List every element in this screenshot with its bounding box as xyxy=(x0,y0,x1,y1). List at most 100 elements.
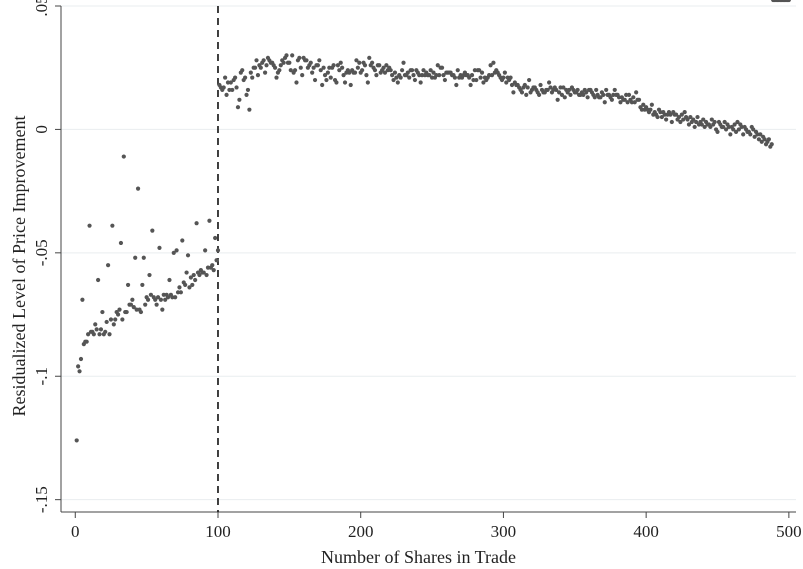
grid-layer xyxy=(61,5,796,501)
data-point xyxy=(468,82,473,88)
data-point xyxy=(201,270,206,275)
data-point xyxy=(298,65,303,70)
data-point xyxy=(86,332,91,337)
data-point xyxy=(325,70,330,75)
data-point xyxy=(193,277,198,283)
data-point xyxy=(625,100,630,105)
data-point xyxy=(96,277,101,283)
data-point xyxy=(167,277,172,283)
data-point xyxy=(188,275,193,280)
data-point xyxy=(104,319,109,325)
data-point xyxy=(135,186,141,191)
data-point xyxy=(340,65,345,70)
data-point xyxy=(98,327,104,332)
data-point xyxy=(679,112,684,117)
data-point xyxy=(693,119,699,125)
data-point xyxy=(252,65,258,70)
data-point xyxy=(370,60,375,65)
data-point xyxy=(310,70,315,75)
data-point xyxy=(94,327,99,332)
data-point xyxy=(233,75,238,80)
data-point xyxy=(163,297,168,302)
data-point xyxy=(290,53,295,58)
data-point xyxy=(668,112,673,117)
data-point xyxy=(431,70,436,75)
data-point xyxy=(741,132,746,137)
data-point xyxy=(504,80,509,85)
data-point xyxy=(255,73,261,78)
y-axis-title: Residualized Level of Price Improvement xyxy=(9,116,29,417)
data-point xyxy=(207,218,212,223)
data-point xyxy=(575,87,580,93)
x-axis-title: Number of Shares in Trade xyxy=(321,547,516,567)
data-point xyxy=(194,221,199,226)
data-point xyxy=(412,77,418,83)
data-point xyxy=(324,77,329,83)
data-point xyxy=(685,117,690,122)
data-point xyxy=(215,248,221,253)
data-point xyxy=(204,272,209,278)
data-point xyxy=(244,92,249,97)
x-tick-label: 0 xyxy=(71,522,80,541)
data-point xyxy=(311,65,316,70)
data-point xyxy=(254,58,259,63)
data-point xyxy=(411,73,416,78)
data-point xyxy=(78,356,84,362)
data-point xyxy=(538,82,543,88)
data-point xyxy=(111,322,116,327)
data-point xyxy=(688,114,693,120)
data-point xyxy=(250,75,255,80)
data-point xyxy=(469,73,475,78)
data-point xyxy=(292,68,298,73)
data-point xyxy=(230,87,235,93)
data-point xyxy=(695,114,700,120)
data-point xyxy=(731,127,736,132)
data-point xyxy=(664,117,669,122)
data-point xyxy=(355,65,360,70)
data-point xyxy=(756,137,761,142)
data-point xyxy=(632,100,637,105)
data-point xyxy=(508,75,513,80)
data-point xyxy=(237,97,242,102)
data-point xyxy=(527,77,532,83)
data-point xyxy=(183,282,188,288)
data-point xyxy=(334,80,339,85)
data-point xyxy=(723,127,729,132)
data-point xyxy=(321,65,326,70)
data-point xyxy=(674,112,679,117)
data-point xyxy=(585,95,590,100)
data-point xyxy=(294,80,299,85)
data-point xyxy=(728,132,733,137)
data-point xyxy=(347,70,352,75)
data-point xyxy=(93,322,98,327)
data-point xyxy=(427,73,432,78)
data-point xyxy=(247,107,252,112)
data-point xyxy=(264,63,269,68)
data-point xyxy=(278,63,283,68)
data-point xyxy=(736,127,742,132)
data-point xyxy=(320,82,325,88)
data-point xyxy=(592,95,597,100)
data-point xyxy=(649,102,654,107)
data-point xyxy=(171,250,176,255)
data-point xyxy=(708,124,713,130)
data-point xyxy=(594,87,599,93)
data-point xyxy=(478,75,483,80)
data-point xyxy=(288,68,293,73)
data-point xyxy=(258,65,263,70)
data-point xyxy=(100,309,105,315)
y-tick-label: -.05 xyxy=(32,239,51,266)
data-point xyxy=(91,332,96,337)
data-point xyxy=(384,63,389,68)
data-point xyxy=(752,134,757,139)
data-point xyxy=(604,87,609,93)
data-point xyxy=(365,80,370,85)
data-point xyxy=(622,97,627,102)
data-point xyxy=(245,87,251,93)
data-point xyxy=(399,68,405,73)
data-point xyxy=(452,75,458,80)
data-point xyxy=(509,82,515,88)
data-point xyxy=(224,92,229,97)
data-point xyxy=(274,75,279,80)
data-point xyxy=(418,80,423,85)
